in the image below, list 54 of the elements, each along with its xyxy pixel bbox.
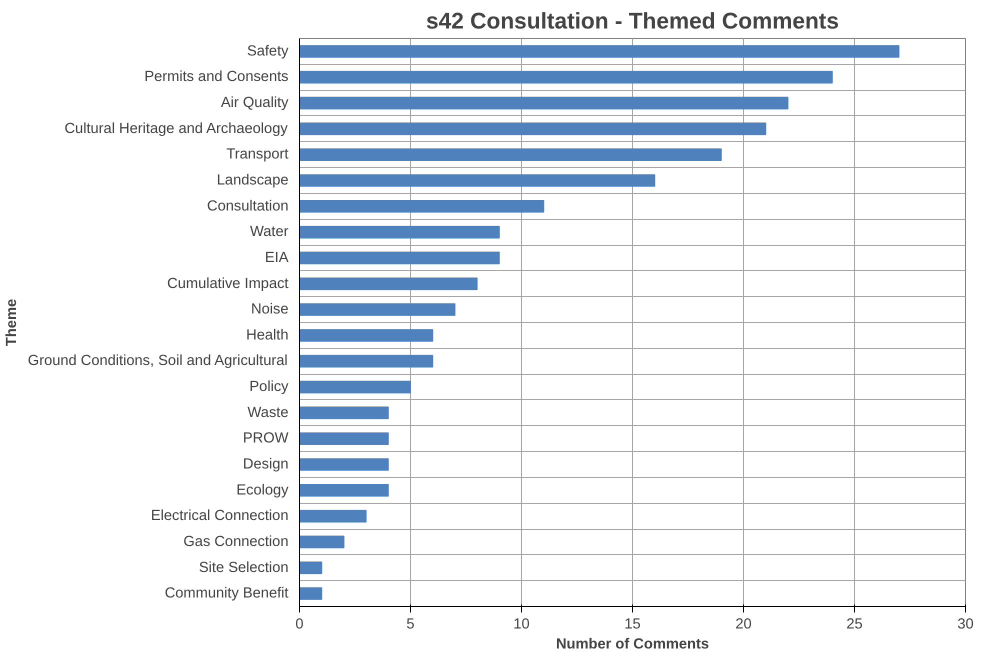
y-tick-label: Community Benefit (164, 586, 288, 602)
x-tick-label: 5 (406, 616, 415, 632)
bar (300, 510, 367, 522)
y-tick-label: Gas Connection (183, 534, 289, 550)
bar (300, 329, 434, 342)
y-axis-title: Theme (4, 298, 20, 346)
y-tick-label: Waste (248, 404, 289, 421)
y-tick-label: Health (246, 327, 289, 344)
y-tick-label: Cumulative Impact (167, 276, 289, 292)
y-tick-label: Cultural Heritage and Archaeology (64, 120, 288, 137)
y-tick-label: Electrical Connection (150, 508, 289, 524)
bar (300, 226, 500, 238)
x-tick-label: 20 (735, 616, 752, 632)
y-tick-label: Safety (246, 43, 290, 60)
x-tick-label: 30 (957, 616, 974, 632)
bar (300, 252, 500, 264)
y-tick-label: Transport (226, 146, 289, 163)
y-tick-label: Design (242, 456, 289, 472)
y-tick-label: Consultation (207, 198, 289, 214)
bar (300, 484, 389, 497)
bar (300, 406, 389, 420)
bar (300, 458, 389, 471)
y-tick-label: Landscape (216, 172, 289, 188)
y-tick-label: PROW (242, 430, 289, 447)
y-tick-label: Air Quality (220, 95, 290, 112)
bar (300, 432, 389, 445)
x-tick-label: 0 (295, 616, 304, 632)
bar (300, 354, 434, 368)
y-tick-label: EIA (264, 250, 289, 266)
bar (300, 380, 411, 394)
y-tick-label: Ground Conditions, Soil and Agricultural (28, 353, 288, 370)
bar (300, 96, 788, 110)
x-tick-label: 15 (624, 616, 641, 632)
bar (300, 561, 322, 574)
bar (300, 303, 456, 316)
y-tick-label: Water (250, 224, 289, 240)
y-tick-label: Noise (251, 302, 289, 318)
bar (300, 45, 900, 58)
bar (300, 200, 544, 213)
x-tick-label: 25 (846, 616, 863, 632)
bar (300, 277, 478, 290)
bar (300, 122, 766, 136)
chart-title: s42 Consultation - Themed Comments (426, 8, 839, 34)
y-tick-label: Ecology (236, 482, 290, 498)
y-tick-label: Policy (249, 379, 290, 396)
bar (300, 70, 833, 84)
y-tick-label: Site Selection (198, 560, 289, 576)
bar (300, 174, 656, 187)
bar (300, 587, 322, 600)
bar (300, 536, 344, 548)
x-axis-title: Number of Comments (556, 636, 710, 652)
bar (300, 148, 722, 161)
y-tick-label: Permits and Consents (144, 69, 288, 86)
x-tick-label: 10 (513, 616, 530, 632)
